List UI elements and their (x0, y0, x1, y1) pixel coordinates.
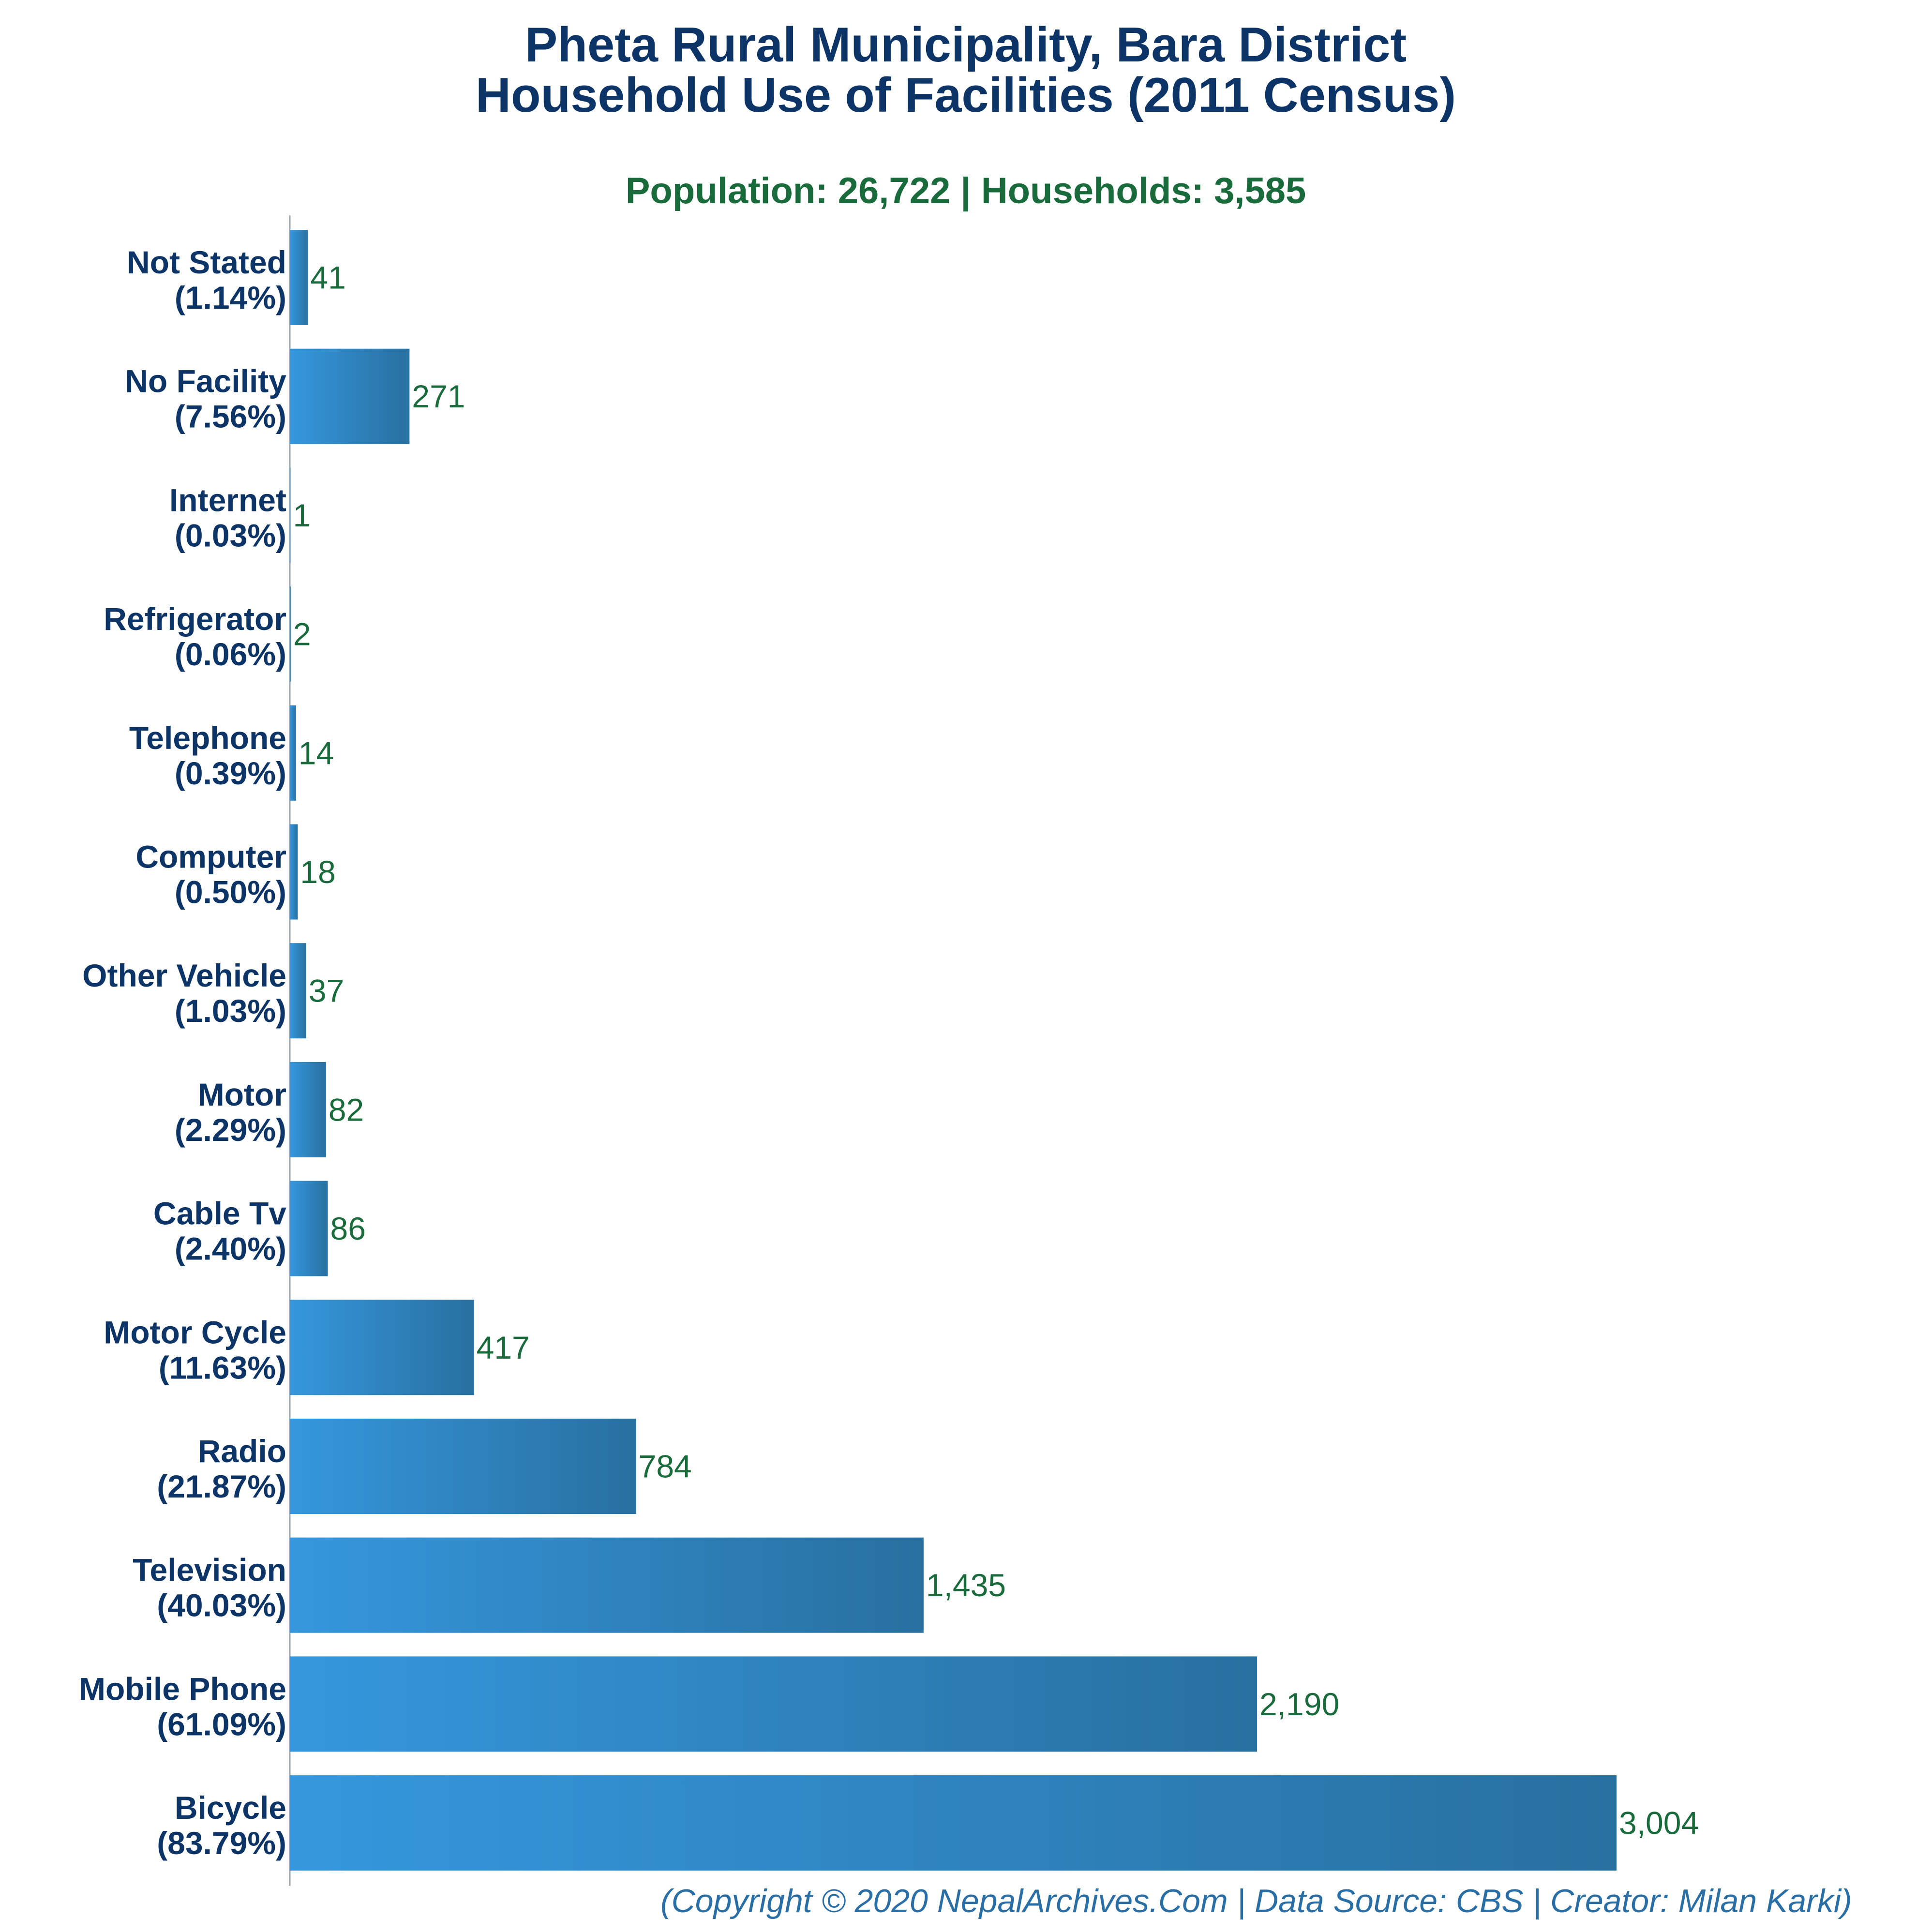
chart-title-line2: Household Use of Facilities (2011 Census… (476, 68, 1456, 122)
value-label-refrigerator: 2 (293, 616, 311, 652)
value-label-radio: 784 (639, 1449, 692, 1484)
value-label-bicycle: 3,004 (1619, 1805, 1699, 1841)
category-label-bicycle: Bicycle (175, 1790, 286, 1826)
category-label-not-stated: Not Stated (127, 244, 286, 280)
value-label-cable-tv: 86 (330, 1211, 365, 1246)
category-pct-no-facility: (7.56%) (175, 399, 286, 434)
bar-other-vehicle (290, 943, 306, 1039)
category-pct-internet: (0.03%) (175, 517, 286, 553)
category-pct-refrigerator: (0.06%) (175, 636, 286, 672)
value-label-other-vehicle: 37 (309, 973, 344, 1009)
category-pct-telephone: (0.39%) (175, 755, 286, 791)
category-pct-bicycle: (83.79%) (157, 1825, 286, 1861)
category-pct-television: (40.03%) (157, 1588, 286, 1623)
category-label-computer: Computer (135, 839, 286, 875)
category-label-telephone: Telephone (129, 720, 286, 756)
chart-subtitle: Population: 26,722 | Households: 3,585 (626, 170, 1306, 212)
category-label-no-facility: No Facility (125, 363, 286, 399)
value-label-no-facility: 271 (412, 378, 465, 414)
category-pct-motor-cycle: (11.63%) (159, 1349, 286, 1385)
category-label-cable-tv: Cable Tv (153, 1196, 286, 1231)
value-label-motor-cycle: 417 (477, 1330, 530, 1365)
chart-footer: (Copyright © 2020 NepalArchives.Com | Da… (660, 1883, 1852, 1919)
category-pct-motor: (2.29%) (175, 1112, 286, 1148)
bar-telephone (290, 705, 296, 801)
category-pct-radio: (21.87%) (157, 1468, 286, 1504)
bar-no-facility (290, 348, 410, 444)
bar-motor (290, 1062, 326, 1157)
category-pct-not-stated: (1.14%) (175, 280, 286, 315)
value-label-internet: 1 (293, 497, 311, 533)
bar-motor-cycle (290, 1300, 474, 1395)
bar-mobile-phone (290, 1656, 1257, 1752)
bar-not-stated (290, 230, 308, 325)
category-label-mobile-phone: Mobile Phone (79, 1671, 286, 1707)
bar-bicycle (290, 1775, 1617, 1871)
value-label-television: 1,435 (926, 1567, 1006, 1603)
bar-cable-tv (290, 1181, 328, 1276)
category-label-radio: Radio (198, 1433, 286, 1469)
bar-radio (290, 1419, 636, 1514)
category-label-motor-cycle: Motor Cycle (104, 1314, 286, 1350)
value-label-mobile-phone: 2,190 (1259, 1686, 1339, 1722)
bar-television (290, 1537, 924, 1633)
chart-title-line1: Pheta Rural Municipality, Bara District (525, 18, 1407, 72)
value-label-telephone: 14 (299, 735, 334, 771)
category-label-other-vehicle: Other Vehicle (82, 958, 286, 993)
category-pct-mobile-phone: (61.09%) (157, 1706, 286, 1742)
bar-computer (290, 824, 298, 920)
category-label-refrigerator: Refrigerator (104, 601, 286, 637)
bar-refrigerator (290, 586, 291, 682)
category-pct-computer: (0.50%) (175, 874, 286, 910)
value-label-not-stated: 41 (310, 260, 345, 296)
category-label-internet: Internet (169, 482, 286, 518)
category-label-motor: Motor (198, 1077, 286, 1112)
value-label-motor: 82 (329, 1092, 364, 1127)
value-label-computer: 18 (300, 854, 335, 890)
category-label-television: Television (133, 1552, 286, 1588)
bars-group: 41 Not Stated(1.14%) 271 No Facility(7.56%)… (79, 230, 1699, 1871)
bar-internet (290, 467, 291, 563)
category-pct-cable-tv: (2.40%) (175, 1231, 286, 1267)
category-pct-other-vehicle: (1.03%) (175, 993, 286, 1029)
